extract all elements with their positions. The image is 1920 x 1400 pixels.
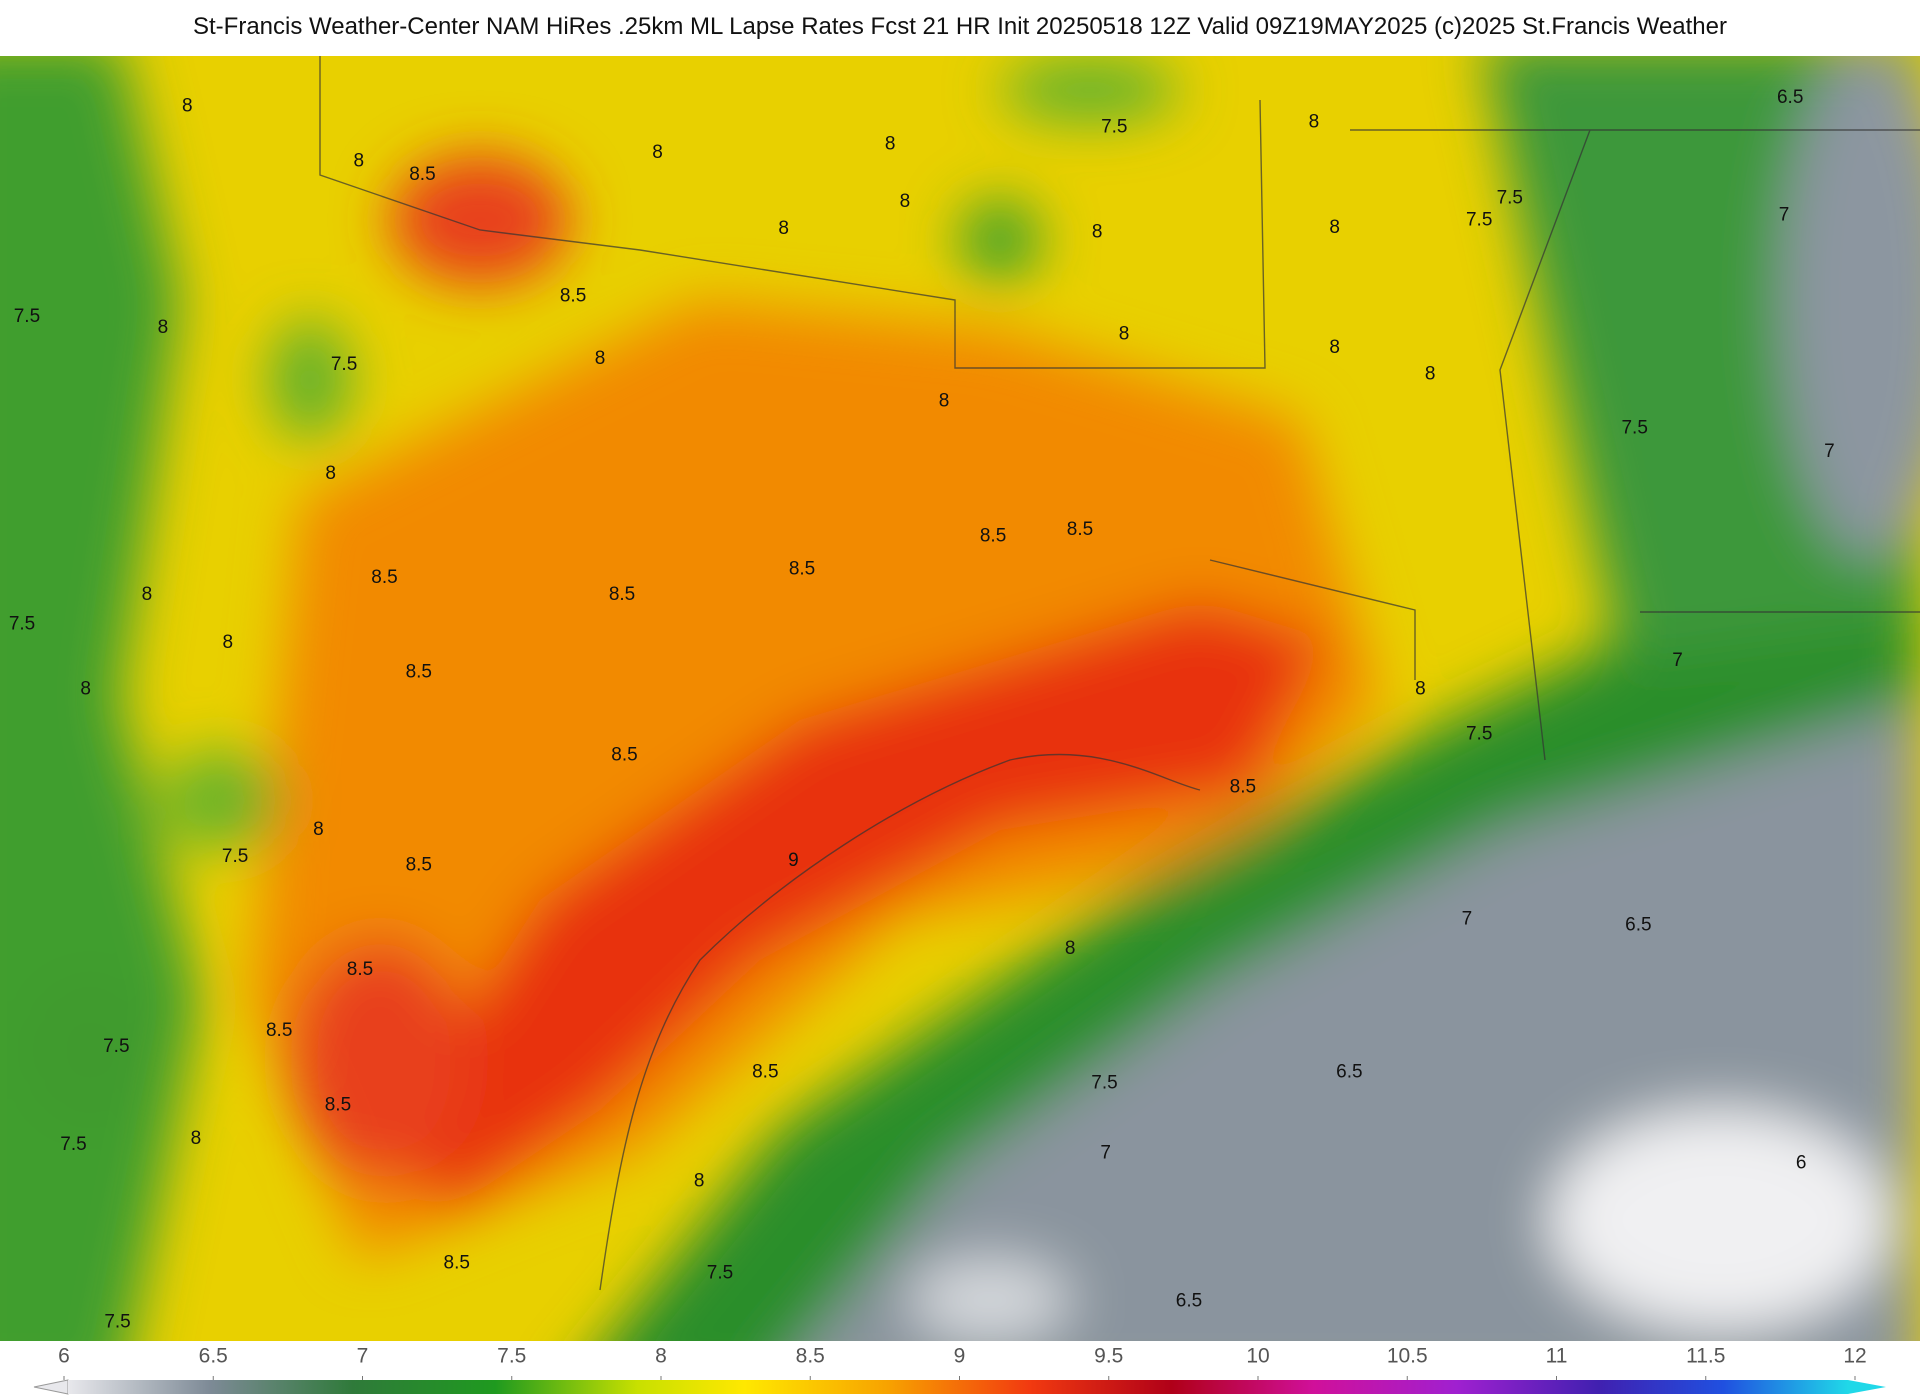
colorbar-tick-label: 8.5 [796,1345,825,1368]
contour-label: 8.5 [1230,776,1256,797]
contour-label: 8.5 [444,1253,470,1274]
contour-label: 7.5 [331,354,357,375]
contour-label: 8 [325,463,336,484]
contour-label: 7.5 [1497,187,1523,208]
map-field [0,56,1920,1341]
contour-label: 7.5 [14,306,40,327]
contour-label: 8 [80,678,91,699]
contour-label: 7.5 [9,614,35,635]
contour-label: 8 [1415,678,1426,699]
contour-label: 8 [142,584,153,605]
colorbar-tick-label: 9.5 [1094,1345,1123,1368]
colorbar-arrow-left [33,1379,69,1395]
contour-label: 8 [778,218,789,239]
contour-label: 8.5 [789,558,815,579]
contour-label: 7.5 [707,1262,733,1283]
contour-label: 8 [353,151,364,172]
colorbar-tick-label: 7 [357,1345,369,1368]
colorbar-tick-label: 11 [1546,1345,1568,1368]
contour-label: 8.5 [371,567,397,588]
contour-label: 8 [595,348,606,369]
contour-label: 7.5 [222,846,248,867]
contour-label: 8.5 [406,855,432,876]
contour-label: 8.5 [752,1062,778,1083]
contour-label: 6.5 [1777,87,1803,108]
contour-label: 8 [939,391,950,412]
contour-label: 8.5 [409,164,435,185]
contour-label: 7.5 [1466,724,1492,745]
colorbar-tick-label: 12 [1843,1345,1866,1368]
contour-label: 8 [313,819,324,840]
contour-label: 7.5 [1101,116,1127,137]
contour-label: 7 [1824,441,1835,462]
contour-label: 8.5 [609,584,635,605]
contour-label: 8.5 [347,959,373,980]
contour-label: 8.5 [406,661,432,682]
contour-label: 8 [1065,938,1076,959]
contour-label: 6.5 [1625,915,1651,936]
colorbar-tick-label: 11.5 [1686,1345,1725,1368]
colorbar-tick-label: 10 [1246,1345,1269,1368]
contour-label: 6.5 [1176,1291,1202,1312]
contour-label: 8 [182,96,193,117]
contour-label: 7 [1672,650,1683,671]
contour-label: 8 [885,134,896,155]
colorbar-tick-label: 10.5 [1387,1345,1428,1368]
contour-label: 8.5 [611,745,637,766]
contour-label: 7.5 [1466,209,1492,230]
contour-label: 7 [1100,1142,1111,1163]
contour-label: 8 [900,191,911,212]
contour-label: 7.5 [1621,418,1647,439]
colorbar [68,1380,1848,1394]
contour-label: 8.5 [560,285,586,306]
boundaries [319,56,1920,1291]
contour-label: 8.5 [266,1020,292,1041]
map-title: St-Francis Weather-Center NAM HiRes .25k… [193,13,1727,40]
contour-label: 7.5 [103,1036,129,1057]
colorbar-arrow-right [1848,1380,1886,1394]
contour-label: 7 [1779,205,1790,226]
contour-label: 8 [158,317,169,338]
contour-label: 8 [1119,323,1130,344]
contour-label: 8 [1092,222,1103,243]
contour-label: 8 [1425,364,1436,385]
contour-label: 8 [1329,337,1340,358]
contour-label: 8.5 [1067,519,1093,540]
contour-label: 8.5 [980,525,1006,546]
contour-label: 8.5 [325,1095,351,1116]
colorbar-tick-label: 8 [655,1345,667,1368]
colorbar-tick-label: 6 [58,1345,70,1368]
contour-label: 7.5 [1091,1073,1117,1094]
contour-label: 7.5 [60,1134,86,1155]
contour-label: 7 [1462,909,1473,930]
contour-label: 7.5 [104,1311,130,1332]
colorbar-tick-label: 9 [954,1345,966,1368]
contour-label: 9 [788,850,799,871]
contour-label: 8 [222,632,233,653]
contour-label: 6 [1796,1152,1807,1173]
contour-label: 8 [1309,111,1320,132]
contour-label: 8 [191,1128,202,1149]
contour-label: 8 [694,1171,705,1192]
contour-label: 8 [1329,217,1340,238]
contour-label: 8 [652,142,663,163]
colorbar-tick-label: 7.5 [497,1345,526,1368]
contour-label: 6.5 [1336,1062,1362,1083]
colorbar-tick-label: 6.5 [199,1345,228,1368]
